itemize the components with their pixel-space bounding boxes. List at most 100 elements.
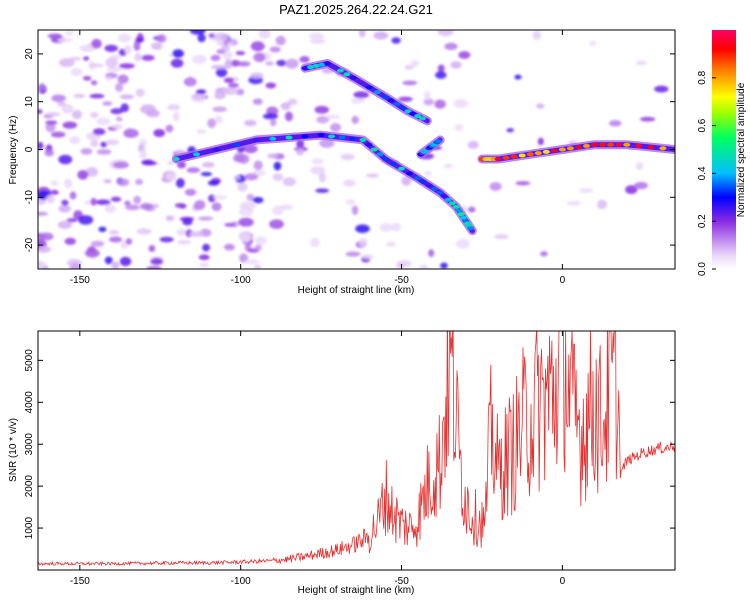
track-hotspot	[338, 135, 346, 140]
track-hotspot	[213, 147, 221, 152]
noise-blob	[96, 117, 111, 126]
noise-blob	[254, 236, 267, 246]
noise-blob	[244, 259, 260, 265]
noise-blob	[351, 205, 359, 215]
signal-tracks	[171, 58, 675, 236]
track-hotspot	[431, 186, 439, 191]
noise-blob	[110, 108, 123, 115]
noise-blob	[119, 94, 135, 100]
track-hotspot	[307, 65, 315, 70]
noise-blob	[104, 44, 118, 52]
track-hotspot	[459, 215, 467, 220]
x-tick-label: -100	[231, 576, 251, 587]
noise-blob	[287, 98, 298, 106]
track-hotspot	[435, 139, 443, 144]
noise-blob	[239, 201, 256, 210]
track-hotspot	[365, 85, 373, 90]
noise-blob	[186, 167, 201, 173]
noise-blob	[443, 163, 454, 169]
track-hotspot	[387, 98, 395, 103]
noise-blob	[235, 88, 245, 96]
track-hotspot	[172, 157, 180, 162]
noise-blob	[141, 159, 154, 166]
noise-blob	[38, 141, 44, 150]
track-hotspot	[233, 142, 241, 147]
noise-blob	[66, 218, 78, 223]
noise-blob	[148, 244, 156, 252]
x-tick-label: -50	[394, 275, 409, 286]
noise-blob	[235, 51, 246, 56]
chart-title: PAZ1.2025.264.22.24.G21	[279, 2, 433, 17]
noise-blob	[69, 263, 81, 269]
y-tick-label: 4000	[24, 391, 35, 414]
track-hotspot	[444, 197, 452, 202]
noise-blob	[118, 63, 135, 69]
track-hotspot	[381, 157, 389, 162]
noise-blob	[197, 33, 206, 43]
track-hotspot	[269, 136, 277, 141]
noise-blob	[165, 215, 175, 222]
noise-blob	[253, 160, 263, 171]
noise-blob	[269, 46, 281, 53]
x-tick-label: -150	[70, 275, 90, 286]
track-hotspot	[336, 68, 344, 73]
noise-blob	[214, 92, 226, 100]
noise-blob	[58, 58, 75, 68]
noise-blob	[64, 31, 74, 36]
noise-blob	[57, 220, 73, 229]
noise-blob	[233, 175, 241, 180]
track-hotspot	[647, 145, 655, 150]
noise-blob	[296, 139, 305, 149]
noise-blob	[435, 71, 447, 79]
noise-blob	[90, 240, 105, 248]
noise-blob	[38, 83, 46, 92]
y-tick-label: -10	[24, 190, 35, 205]
noise-blob	[184, 188, 197, 196]
noise-blob	[170, 58, 184, 68]
noise-blob	[182, 218, 193, 226]
noise-blob	[325, 114, 341, 119]
x-tick-label: -150	[70, 576, 90, 587]
track-hotspot	[583, 143, 591, 148]
noise-blob	[51, 94, 66, 102]
noise-blob	[63, 178, 73, 189]
noise-blob	[50, 131, 66, 138]
snr-line	[38, 331, 675, 567]
noise-blob	[215, 67, 228, 78]
track-hotspot	[328, 134, 336, 139]
noise-blob	[635, 60, 647, 66]
noise-blob	[440, 262, 448, 269]
noise-blob	[625, 185, 638, 195]
noise-blob	[318, 172, 327, 183]
track-hotspot	[599, 142, 607, 147]
noise-blob	[71, 109, 82, 120]
noise-blob	[197, 216, 214, 221]
noise-blob	[175, 178, 185, 188]
noise-blob	[165, 124, 174, 133]
noise-blob	[44, 149, 55, 157]
noise-blob	[467, 206, 476, 213]
noise-blob	[104, 256, 113, 265]
noise-blob	[211, 65, 227, 70]
noise-blob	[635, 162, 644, 171]
noise-blob	[437, 64, 445, 73]
noise-blob	[537, 137, 544, 146]
noise-blob	[262, 113, 279, 120]
noise-blob	[379, 223, 393, 232]
x-tick-label: -100	[231, 275, 251, 286]
noise-blob	[100, 141, 108, 148]
noise-blob	[69, 136, 81, 145]
noise-blob	[105, 139, 120, 146]
noise-blob	[284, 111, 294, 122]
noise-blob	[272, 173, 284, 181]
noise-blob	[282, 177, 296, 187]
y-tick-label: -20	[24, 237, 35, 252]
noise-blob	[165, 172, 177, 181]
noise-blob	[125, 238, 133, 245]
colorbar-tick-label: 0.2	[697, 214, 708, 228]
noise-blob	[191, 93, 206, 103]
noise-blob	[634, 181, 649, 190]
noise-blob	[211, 202, 222, 212]
colorbar-label: Normalized spectral amplitude	[736, 82, 747, 217]
